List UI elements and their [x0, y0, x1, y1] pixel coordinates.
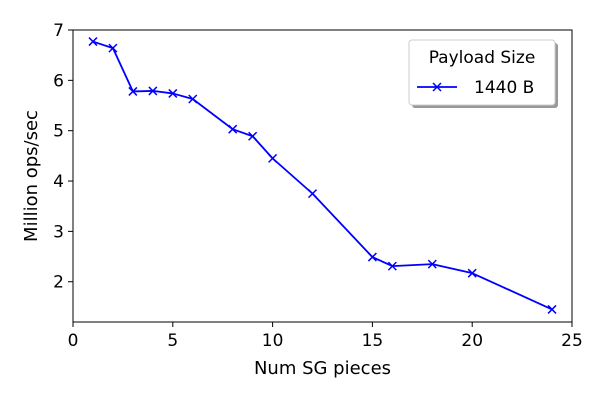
y-tick-label: 4 — [53, 172, 64, 192]
y-axis: 2 3 4 5 6 7 — [53, 21, 73, 293]
y-tick-label: 6 — [53, 71, 64, 91]
data-point — [108, 43, 118, 53]
data-point — [148, 86, 158, 96]
y-tick-label: 7 — [53, 21, 64, 41]
legend: Payload Size 1440 B — [408, 39, 558, 108]
data-point — [367, 252, 377, 262]
x-tick-label: 20 — [461, 331, 483, 351]
x-tick-label: 25 — [561, 331, 583, 351]
y-tick-label: 2 — [53, 273, 64, 293]
data-point — [228, 124, 238, 134]
x-tick-label: 5 — [167, 331, 178, 351]
data-point — [387, 261, 397, 271]
data-point — [168, 88, 178, 98]
x-axis-label: Num SG pieces — [254, 358, 391, 379]
data-point — [467, 268, 477, 278]
x-tick-label: 10 — [262, 331, 284, 351]
data-point — [547, 304, 557, 314]
x-tick-label: 0 — [68, 331, 79, 351]
y-axis-label: Million ops/sec — [21, 110, 42, 242]
y-tick-label: 5 — [53, 122, 64, 142]
legend-marker — [432, 82, 442, 92]
plot-frame — [72, 29, 573, 323]
data-point — [427, 259, 437, 269]
data-point — [268, 153, 278, 163]
data-point — [188, 94, 198, 104]
x-axis: 0 5 10 15 20 25 — [68, 322, 583, 351]
legend-entry-label: 1440 B — [474, 78, 534, 98]
legend-marker-x — [432, 82, 442, 92]
x-tick-label: 15 — [362, 331, 384, 351]
data-point — [248, 131, 258, 141]
data-point — [307, 189, 318, 199]
y-tick-label: 3 — [53, 222, 64, 242]
data-point — [88, 37, 98, 47]
legend-box — [408, 39, 556, 106]
legend-title: Payload Size — [429, 48, 536, 68]
data-point — [128, 86, 138, 96]
